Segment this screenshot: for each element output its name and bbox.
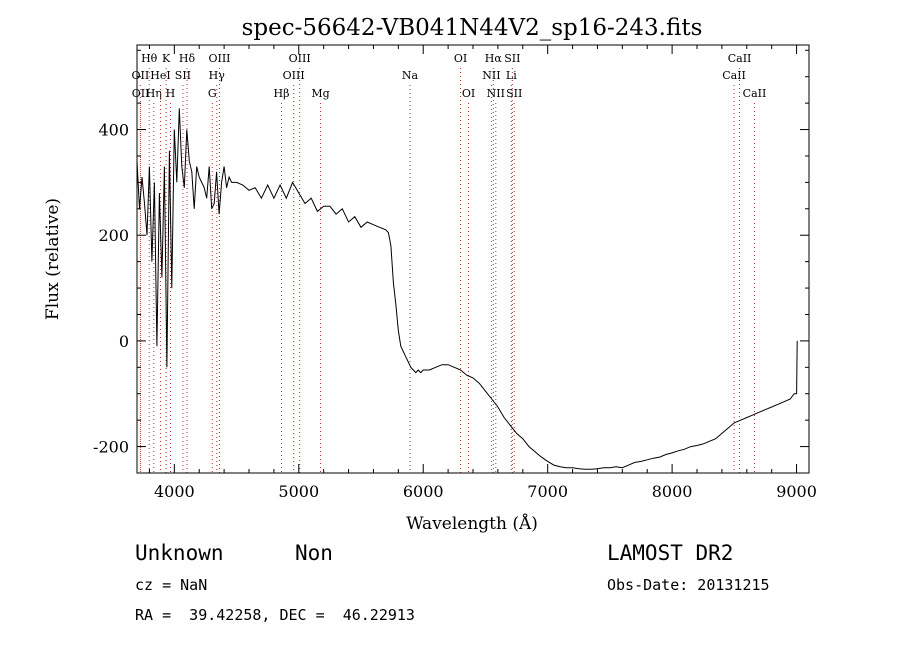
line-label: G [208,87,217,100]
line-label: Hδ [179,52,196,65]
line-label: OIII [283,69,305,82]
x-tick-label: 6000 [403,482,444,501]
line-label: OII [132,87,150,100]
line-label: SII [175,69,191,82]
line-label: Mg [311,87,329,100]
x-axis-label: Wavelength (Å) [406,513,538,534]
coordinates: RA = 39.42258, DEC = 46.22913 [135,606,415,624]
survey-name: LAMOST DR2 [607,541,733,565]
line-label: SII [506,87,522,100]
line-label: Hγ [209,69,226,82]
object-class: Unknown [135,541,224,565]
plot-frame [136,44,810,474]
line-label: CaII [728,52,752,65]
line-label: Hθ [141,52,158,65]
y-axis: -200 0 200 400 [93,49,809,457]
line-label: OIII [289,52,311,65]
line-label: HeI [150,69,170,82]
chart-title: spec-56642-VB041N44V2_sp16-243.fits [242,15,703,41]
line-label: SII [504,52,520,65]
line-label: CaII [743,87,767,100]
line-label: Na [402,69,419,82]
redshift-readout: cz = NaN [135,576,207,594]
line-label: K [162,52,171,65]
y-axis-label: Flux (relative) [43,198,63,320]
line-label: OIII [208,52,230,65]
x-axis: 4000 5000 6000 7000 8000 9000 [148,45,817,501]
x-tick-label: 8000 [652,482,693,501]
y-tick-label: 400 [98,121,129,140]
line-label: Hβ [274,87,290,100]
x-tick-label: 9000 [776,482,817,501]
x-tick-label: 5000 [278,482,319,501]
x-tick-label: 4000 [154,482,195,501]
y-tick-label: -200 [93,438,129,457]
line-label: OII [132,69,150,82]
line-label: Hη [146,87,162,100]
line-label: CaII [722,69,746,82]
line-label: OI [454,52,467,65]
obs-date: Obs-Date: 20131215 [607,576,770,594]
spectrum-line [136,108,798,470]
line-label: NII [482,69,500,82]
line-label: H [166,87,176,100]
x-tick-label: 7000 [527,482,568,501]
y-tick-label: 0 [119,332,129,351]
y-tick-label: 200 [98,226,129,245]
line-label: Li [506,69,517,82]
line-markers: OII OII Hθ Hη HeI K SII H Hδ Hγ OIII G Hβ OIII OIII Mg N… [132,52,767,473]
line-label: OI [462,87,475,100]
object-subclass: Non [295,541,333,565]
line-label: NII [487,87,505,100]
line-label: Hα [485,52,503,65]
